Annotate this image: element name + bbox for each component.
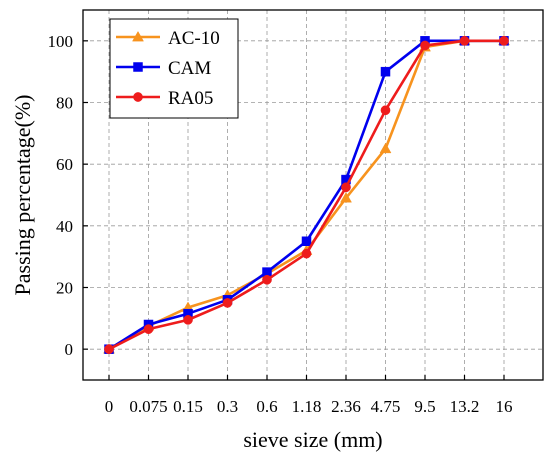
data-point-ra05 [183,315,193,325]
plot-frame [82,9,544,381]
plot-border [82,9,544,381]
y-tick-label: 20 [56,279,73,298]
data-point-ra05 [420,40,430,51]
data-point-ra05 [104,344,114,355]
data-point-ac-10 [379,142,392,154]
y-tick-label: 40 [56,217,73,236]
data-point-ra05 [459,35,470,46]
legend-label-cam: CAM [168,58,211,79]
x-tick-label: 1.18 [292,397,322,416]
data-point-ra05 [143,324,154,334]
series-lines [103,34,510,355]
x-tick-label: 2.36 [331,397,361,416]
data-point-ra05 [341,182,351,193]
data-point-cam [380,66,391,77]
x-tick-label: 0.15 [173,397,203,416]
y-tick-label: 80 [56,94,73,113]
x-axis-title: sieve size (mm) [243,427,382,452]
legend: AC-10 CAM RA05 [109,18,239,119]
y-tick-label: 100 [48,32,74,51]
legend-box [109,18,239,119]
x-tick-label: 0.6 [256,397,277,416]
x-tick-label: 0.075 [129,397,167,416]
data-point-ac-10 [340,192,352,203]
data-point-cam [301,236,312,246]
y-tick-label: 0 [65,340,74,359]
x-tick-label: 4.75 [371,397,401,416]
data-point-ra05 [262,274,272,285]
data-point-ra05 [301,248,312,259]
y-axis-title: Passing percentage(%) [10,95,35,296]
x-tick-label: 0.3 [217,397,238,416]
x-tick-label: 9.5 [414,397,435,416]
legend-marker-ac-10 [132,30,144,42]
axis-ticks: 0 20 40 60 80 100 0 0.075 0.15 0.3 0.6 1.18 2.36 4.75… [48,32,513,416]
x-tick-label: 16 [496,397,513,416]
legend-label-ra05: RA05 [168,88,213,109]
x-tick-label: 13.2 [450,397,480,416]
x-tick-label: 0 [105,397,114,416]
legend-label-ac-10: AC-10 [168,28,220,49]
data-point-ra05 [380,105,391,116]
data-point-ra05 [222,298,233,308]
legend-marker-ra05 [133,92,143,102]
data-point-ra05 [499,35,509,46]
legend-marker-cam [133,62,143,72]
series-ra05 [104,35,509,355]
y-tick-label: 60 [56,155,73,174]
